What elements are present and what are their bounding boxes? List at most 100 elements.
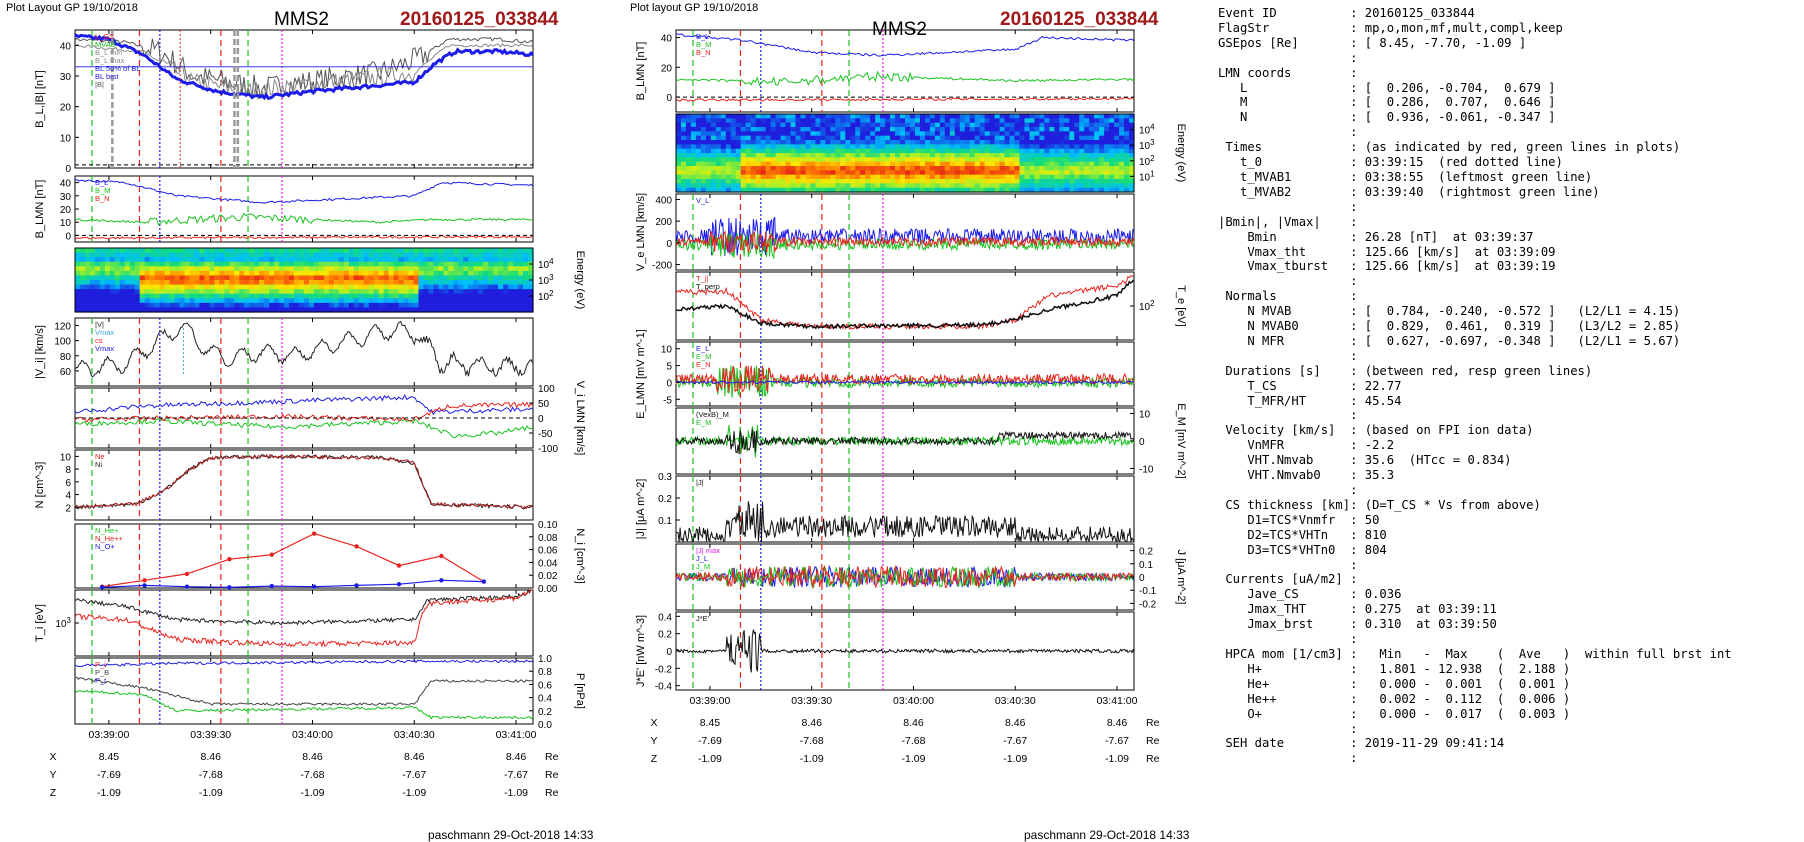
- info-line: H+ : 1.801 - 12.938 ( 2.188 ): [1218, 661, 1571, 676]
- position-row-label: Z: [651, 753, 658, 765]
- y-tick-label: 80: [60, 352, 72, 363]
- y-tick-label: 0: [1139, 573, 1145, 584]
- y-tick-label: 0.6: [538, 680, 552, 691]
- info-line: D1=TCS*Vnmfr : 50: [1218, 512, 1380, 527]
- panel-frame: [675, 29, 1135, 113]
- data-point: [439, 578, 444, 583]
- data-point: [396, 563, 402, 568]
- info-line: VnMFR : -2.2: [1218, 438, 1395, 453]
- y-tick-label: 0.8: [538, 667, 552, 678]
- position-unit: Re: [545, 751, 559, 763]
- data-point: [269, 583, 274, 589]
- legend-entry: E_M: [696, 352, 711, 361]
- position-value: -1.09: [301, 787, 325, 799]
- y-tick-label: 30: [60, 72, 72, 83]
- info-line: |Bmin|, |Vmax| :: [1218, 214, 1358, 229]
- series-line: [675, 33, 1135, 57]
- panel-frame: [675, 475, 1135, 543]
- position-value: -1.09: [199, 787, 223, 799]
- legend-entry: B_N: [95, 194, 110, 203]
- position-unit: Re: [1146, 717, 1160, 729]
- left-event-title: 20160125_033844: [400, 9, 559, 30]
- y-tick-label: 0: [538, 414, 544, 425]
- y-tick-label: 20: [60, 103, 72, 114]
- series-line: [74, 453, 534, 510]
- y-axis-label: |V_i| [km/s]: [34, 325, 46, 379]
- left-footer: paschmann 29-Oct-2018 14:33: [428, 828, 594, 842]
- y-tick-label: 10: [661, 345, 673, 356]
- position-value: 8.46: [404, 751, 425, 763]
- time-tick-label: 03:39:30: [791, 695, 832, 707]
- data-point: [311, 584, 317, 589]
- panel-frame: [74, 317, 534, 387]
- panel-frame: [74, 387, 534, 449]
- y-tick-label: 40: [60, 41, 72, 52]
- y-tick-label: 0: [666, 93, 672, 104]
- position-value: 8.46: [903, 717, 924, 729]
- y-tick-label: 102: [538, 289, 554, 303]
- position-unit: Re: [545, 787, 559, 799]
- info-line: N MVAB : [ 0.784, -0.240, -0.572 ] (L2/L…: [1218, 304, 1681, 319]
- y-axis-label: N_i [cm^-3]: [574, 528, 586, 583]
- series-line: [74, 42, 534, 101]
- y-tick-label: 30: [60, 192, 72, 203]
- data-point: [227, 557, 232, 562]
- series-line: [675, 230, 1135, 253]
- y-axis-label: |J| [μA m^-2]: [635, 479, 647, 540]
- panel-mid-9: [675, 611, 1135, 691]
- position-value: -7.68: [199, 769, 223, 781]
- data-point: [354, 583, 359, 588]
- y-tick-label: 0: [666, 647, 672, 658]
- y-tick-label: 5: [666, 362, 672, 373]
- info-line: FlagStr : mp,o,mon,mf,mult,compl,keep: [1218, 20, 1563, 35]
- y-tick-label: 0.4: [658, 612, 672, 623]
- y-axis-label: E_LMN [mV m^-1]: [635, 329, 647, 419]
- y-axis-label: V_e LMN [km/s]: [635, 193, 647, 271]
- y-tick-label: 4: [65, 491, 71, 502]
- y-tick-label: 100: [538, 384, 555, 395]
- legend-entry: (VexB)_M: [696, 410, 729, 419]
- info-line: :: [1218, 721, 1358, 736]
- y-axis-label: T_e [eV]: [1175, 285, 1187, 327]
- info-line: T_CS : 22.77: [1218, 378, 1402, 393]
- info-line: N : [ 0.936, -0.061, -0.347 ]: [1218, 110, 1556, 125]
- panel-frame: [74, 523, 534, 589]
- info-line: L : [ 0.206, -0.704, 0.679 ]: [1218, 80, 1556, 95]
- data-point: [184, 584, 190, 589]
- y-tick-label: 0.2: [538, 707, 552, 718]
- info-line: :: [1218, 557, 1358, 572]
- time-tick-label: 03:40:00: [893, 695, 934, 707]
- y-tick-label: -100: [538, 444, 558, 455]
- y-axis-label: B_LMN [nT]: [635, 42, 647, 101]
- legend-entry: Vmax: [95, 344, 114, 353]
- data-point: [396, 581, 402, 587]
- y-tick-label: -0.4: [655, 682, 673, 693]
- y-tick-label: 1.0: [538, 654, 552, 665]
- data-point: [481, 579, 487, 584]
- time-tick-label: 03:40:30: [394, 729, 435, 741]
- legend-entry: Vmax: [95, 328, 114, 337]
- info-line: Normals :: [1218, 289, 1358, 304]
- info-line: Event ID : 20160125_033844: [1218, 6, 1475, 20]
- position-value: 8.46: [200, 751, 221, 763]
- data-point: [142, 583, 147, 588]
- info-line: :: [1218, 348, 1358, 363]
- panel-frame: [675, 193, 1135, 271]
- time-tick-label: 03:41:00: [1097, 695, 1138, 707]
- position-value: -7.67: [1105, 735, 1129, 747]
- series-line: [675, 564, 1134, 589]
- info-line: Currents [uA/m2] :: [1218, 572, 1358, 587]
- y-tick-label: 104: [1139, 123, 1155, 137]
- y-tick-label: 50: [538, 399, 550, 410]
- legend-entry: B_L: [95, 178, 108, 187]
- position-value: -1.09: [402, 787, 426, 799]
- data-point: [439, 553, 444, 559]
- position-value: -1.09: [97, 787, 121, 799]
- position-value: 8.46: [1005, 717, 1026, 729]
- y-tick-label: 104: [538, 257, 554, 271]
- energy-spectrogram: [74, 247, 534, 313]
- panel-mid-1: [675, 29, 1135, 113]
- y-axis-label: N [cm^-3]: [34, 462, 46, 509]
- info-line: O+ : 0.000 - 0.017 ( 0.003 ): [1218, 706, 1571, 721]
- series-line: [74, 178, 534, 204]
